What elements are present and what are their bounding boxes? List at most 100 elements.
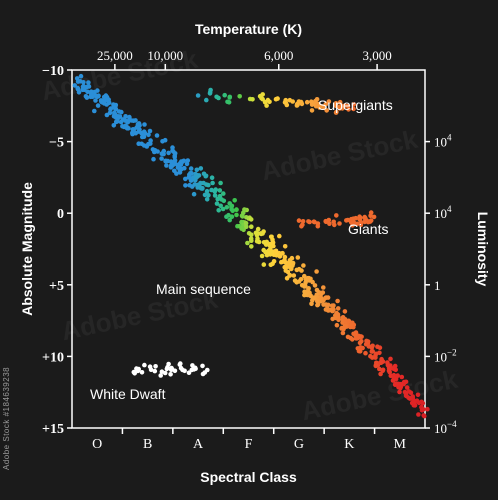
star-point (142, 122, 147, 127)
star-point (264, 252, 270, 258)
y-tick-label: −5 (49, 136, 64, 151)
star-point (268, 250, 274, 255)
star-point (370, 349, 376, 354)
star-point (346, 107, 351, 112)
star-point (249, 232, 254, 237)
star-point (378, 360, 384, 366)
luminosity-tick-label: 104 (434, 204, 452, 221)
star-point (135, 122, 141, 127)
star-point (212, 193, 218, 198)
star-point (295, 255, 301, 260)
x-axis-label: Spectral Class (200, 469, 297, 485)
star-point (104, 102, 109, 107)
star-point (408, 390, 414, 396)
star-point (362, 214, 368, 220)
star-point (245, 240, 250, 246)
star-point (184, 161, 190, 167)
star-point (312, 283, 318, 288)
star-point (300, 219, 306, 224)
star-point (306, 275, 312, 281)
star-point (416, 400, 422, 406)
star-point (273, 248, 279, 254)
star-point (275, 96, 280, 101)
star-point (318, 295, 324, 301)
star-point (86, 80, 91, 85)
star-point (112, 110, 117, 115)
star-point (195, 93, 201, 98)
star-point (323, 218, 329, 224)
star-point (360, 345, 365, 351)
star-point (301, 263, 306, 268)
star-point (96, 93, 101, 99)
star-point (325, 302, 331, 308)
star-point (392, 366, 397, 372)
star-point (337, 99, 343, 105)
star-point (326, 99, 332, 104)
star-point (321, 302, 326, 307)
star-point (209, 175, 215, 180)
axes: −10 −5 0 +5 +10 +15 104 104 1 10−2 10−4 O B A F G K M 25,0… (42, 48, 457, 452)
star-point (306, 219, 311, 224)
star-point (209, 187, 214, 193)
star-point (309, 108, 315, 113)
star-point (168, 372, 173, 377)
star-point (334, 322, 340, 328)
star-point (217, 188, 223, 193)
star-point (229, 206, 234, 212)
star-point (291, 273, 297, 278)
y-tick-label: +5 (49, 279, 64, 294)
star-point (146, 141, 151, 147)
star-point (380, 368, 386, 374)
top-tick-label: 10,000 (147, 48, 183, 63)
star-point (168, 159, 174, 164)
star-point (152, 148, 158, 153)
star-point (205, 367, 210, 373)
star-point (130, 130, 135, 136)
star-point (367, 219, 373, 224)
star-point (328, 307, 333, 313)
star-point (172, 368, 178, 374)
star-point (299, 224, 304, 229)
star-point (201, 180, 206, 186)
star-point (93, 98, 98, 103)
star-point (234, 207, 239, 212)
star-point (187, 182, 192, 188)
star-point (207, 91, 213, 96)
star-point (335, 312, 341, 317)
star-point (261, 229, 266, 234)
star-point (315, 298, 320, 304)
star-point (243, 220, 249, 226)
star-point (285, 269, 291, 275)
star-point (159, 156, 164, 161)
star-point (206, 182, 211, 188)
star-point (345, 217, 351, 223)
star-point (356, 348, 362, 354)
star-point (179, 166, 184, 172)
star-point (260, 92, 266, 97)
star-point (218, 180, 223, 186)
star-point (190, 363, 195, 368)
star-point (284, 102, 290, 108)
top-tick-label: 3,000 (362, 48, 391, 63)
star-point (204, 97, 209, 103)
star-point (242, 207, 247, 212)
star-point (277, 254, 283, 259)
star-point (113, 106, 119, 112)
star-point (302, 292, 307, 298)
star-point (142, 362, 147, 368)
star-point (204, 188, 210, 194)
star-point (227, 217, 232, 223)
star-point (398, 385, 403, 391)
star-point (75, 79, 81, 84)
star-point (349, 220, 355, 225)
star-point (298, 277, 304, 282)
star-point (357, 340, 363, 346)
star-point (334, 213, 339, 218)
star-point (294, 103, 300, 108)
star-point (170, 145, 175, 150)
star-point (232, 198, 237, 203)
y-tick-label: +10 (42, 350, 64, 365)
star-point (178, 361, 183, 366)
star-points (72, 73, 430, 419)
